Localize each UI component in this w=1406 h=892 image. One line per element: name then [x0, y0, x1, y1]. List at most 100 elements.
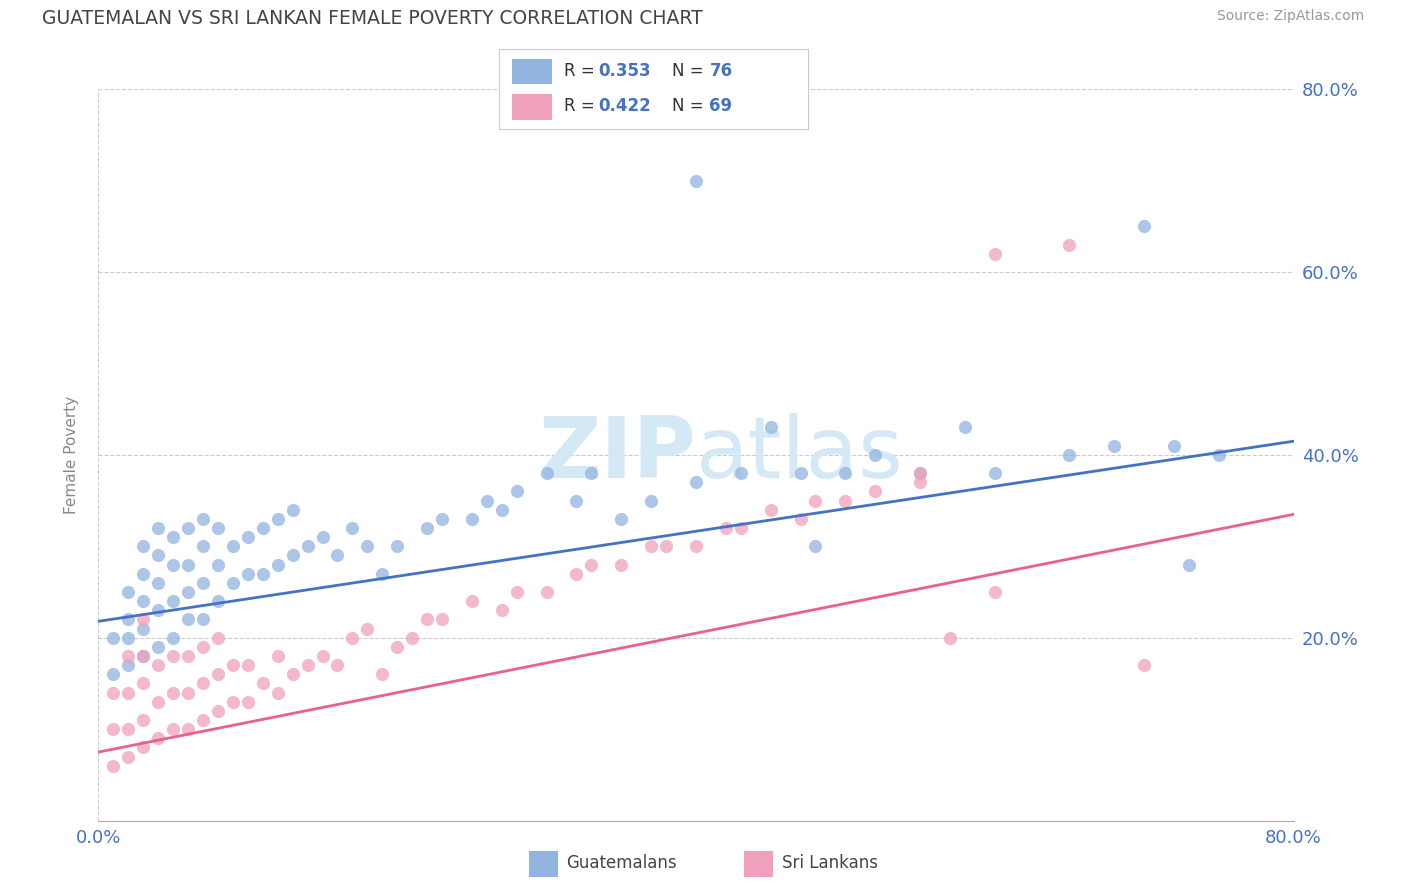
Point [117, 631, 139, 645]
Point [162, 685, 184, 699]
Point [804, 493, 827, 508]
Point [117, 613, 139, 627]
Point [610, 558, 633, 572]
Point [281, 667, 304, 681]
Point [191, 676, 214, 690]
Point [311, 530, 333, 544]
Point [222, 658, 245, 673]
Point [177, 585, 200, 599]
Point [148, 695, 170, 709]
Point [984, 585, 1007, 599]
Point [804, 539, 827, 553]
Point [430, 613, 453, 627]
Point [117, 749, 139, 764]
Point [252, 521, 274, 535]
Point [356, 622, 378, 636]
Point [430, 512, 453, 526]
Point [1059, 237, 1081, 252]
Point [191, 640, 214, 654]
Point [908, 466, 931, 480]
Point [759, 420, 782, 434]
Point [1104, 439, 1126, 453]
Point [207, 631, 229, 645]
Point [939, 631, 962, 645]
Point [191, 713, 214, 727]
Point [685, 475, 707, 490]
Point [536, 466, 558, 480]
Point [371, 566, 394, 581]
Bar [512, 59, 551, 85]
Point [267, 649, 290, 664]
Point [371, 667, 394, 681]
Point [132, 566, 155, 581]
Point [132, 713, 155, 727]
Point [207, 667, 229, 681]
Point [162, 594, 184, 608]
Point [640, 539, 662, 553]
Point [132, 613, 155, 627]
Point [640, 493, 662, 508]
Point [177, 649, 200, 664]
Point [132, 594, 155, 608]
Bar [529, 851, 558, 877]
Point [342, 521, 364, 535]
Point [207, 594, 229, 608]
Point [342, 631, 364, 645]
Text: 69: 69 [710, 97, 733, 115]
Point [759, 502, 782, 516]
Point [908, 475, 931, 490]
Point [581, 558, 603, 572]
Point [162, 530, 184, 544]
Point [162, 558, 184, 572]
Point [177, 613, 200, 627]
Bar [512, 94, 551, 120]
Point [565, 566, 588, 581]
Point [132, 649, 155, 664]
Point [267, 512, 290, 526]
Text: 76: 76 [710, 62, 733, 79]
Point [491, 502, 513, 516]
Point [222, 576, 245, 591]
Point [461, 594, 484, 608]
Point [1059, 448, 1081, 462]
Point [103, 758, 125, 772]
Y-axis label: Female Poverty: Female Poverty [65, 396, 79, 514]
Point [685, 174, 707, 188]
Point [1208, 448, 1230, 462]
Point [385, 539, 409, 553]
Point [177, 685, 200, 699]
Text: Guatemalans: Guatemalans [567, 854, 678, 872]
Point [416, 521, 439, 535]
Point [191, 613, 214, 627]
Point [222, 539, 245, 553]
Point [536, 585, 558, 599]
Point [581, 466, 603, 480]
Point [103, 631, 125, 645]
Point [103, 685, 125, 699]
Text: N =: N = [672, 97, 709, 115]
Point [236, 530, 259, 544]
Point [132, 539, 155, 553]
Point [385, 640, 409, 654]
Point [953, 420, 976, 434]
Point [311, 649, 333, 664]
Point [177, 723, 200, 737]
Point [132, 622, 155, 636]
Point [162, 723, 184, 737]
Point [191, 539, 214, 553]
Point [730, 521, 752, 535]
Point [297, 658, 319, 673]
Point [207, 704, 229, 718]
Point [1163, 439, 1185, 453]
Text: Sri Lankans: Sri Lankans [782, 854, 877, 872]
Point [103, 723, 125, 737]
Point [148, 731, 170, 746]
Point [191, 576, 214, 591]
Point [191, 512, 214, 526]
Point [267, 558, 290, 572]
Point [610, 512, 633, 526]
Point [401, 631, 423, 645]
Point [132, 676, 155, 690]
Text: 0.353: 0.353 [598, 62, 651, 79]
Point [236, 695, 259, 709]
